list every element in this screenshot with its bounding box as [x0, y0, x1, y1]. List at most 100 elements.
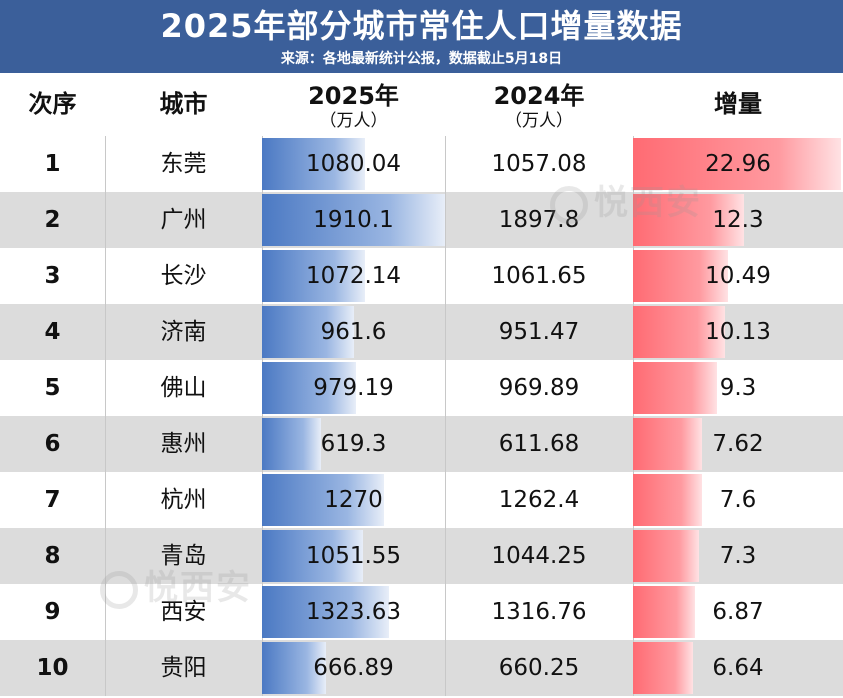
rank-cell: 2	[44, 207, 61, 233]
value-2024-label: 1057.08	[491, 151, 587, 177]
column-divider	[105, 304, 106, 360]
city-cell: 惠州	[160, 431, 207, 457]
bar-increase	[633, 306, 725, 358]
value-2025-label: 1270	[324, 487, 383, 513]
value-2025-label: 666.89	[313, 655, 394, 681]
column-divider	[445, 360, 446, 416]
watermark-logo-icon	[550, 185, 588, 224]
value-2025-label: 1080.04	[305, 151, 402, 177]
table-row: 7 杭州 1270 1262.4 7.6	[0, 472, 843, 528]
header-rank: 次序	[28, 90, 77, 118]
bar-2025	[262, 418, 321, 470]
column-divider	[105, 248, 106, 304]
bar-2025	[262, 250, 365, 302]
column-divider	[105, 472, 106, 528]
bar-increase	[633, 642, 693, 694]
title-banner: 2025年部分城市常住人口增量数据 来源：各地最新统计公报，数据截止5月18日	[0, 0, 843, 73]
bar-increase	[633, 362, 717, 414]
column-divider	[105, 360, 106, 416]
bar-increase	[633, 586, 695, 638]
watermark-top: 悦西安	[550, 175, 702, 224]
column-divider	[105, 136, 106, 192]
watermark-text: 悦西安	[144, 568, 252, 608]
value-2024-label: 660.25	[498, 655, 580, 681]
bar-increase	[633, 474, 702, 526]
column-divider	[105, 192, 106, 248]
bar-2025	[262, 362, 356, 414]
rank-cell: 4	[44, 319, 61, 345]
watermark-bottom: 悦西安	[100, 560, 252, 609]
bar-2025	[262, 530, 363, 582]
increase-label: 6.64	[712, 655, 764, 681]
bar-2025	[262, 586, 389, 638]
header-2025-label: 2025年	[308, 82, 399, 110]
value-2025-label: 1910.1	[313, 207, 394, 233]
city-cell: 贵阳	[160, 655, 207, 681]
chart-title: 2025年部分城市常住人口增量数据	[160, 7, 683, 45]
value-2025-label: 619.3	[320, 431, 387, 457]
city-cell: 长沙	[160, 263, 207, 289]
column-divider	[445, 136, 446, 192]
city-cell: 西安	[160, 599, 207, 625]
bar-increase	[633, 250, 728, 302]
header-2024-unit: （万人）	[505, 111, 573, 131]
watermark-text: 悦西安	[594, 183, 702, 223]
header-2024: 2024年 （万人）	[445, 73, 633, 136]
column-divider	[445, 640, 446, 696]
bar-increase	[633, 530, 699, 582]
city-cell: 佛山	[160, 375, 207, 401]
value-2024-label: 1262.4	[498, 487, 580, 513]
rank-cell: 1	[44, 151, 61, 177]
table-row: 5 佛山 979.19 969.89 9.3	[0, 360, 843, 416]
header-2024-label: 2024年	[493, 82, 585, 110]
bar-increase	[633, 138, 841, 190]
header-city: 城市	[159, 90, 208, 118]
column-divider	[445, 472, 446, 528]
city-cell: 杭州	[160, 487, 207, 513]
header-2025-unit: （万人）	[319, 111, 388, 131]
table-header: 次序 城市 2025年 （万人） 2024年 （万人） 增量	[0, 73, 843, 136]
value-2025-label: 979.19	[313, 375, 394, 401]
table-row: 9 西安 1323.63 1316.76 6.87	[0, 584, 843, 640]
increase-label: 7.3	[719, 543, 757, 569]
table-row: 6 惠州 619.3 611.68 7.62	[0, 416, 843, 472]
bar-2025	[262, 194, 445, 246]
header-increase: 增量	[714, 90, 762, 118]
header-2025: 2025年 （万人）	[262, 73, 445, 136]
table-row: 2 广州 1910.1 1897.8 12.3	[0, 192, 843, 248]
city-cell: 东莞	[160, 151, 207, 177]
value-2025-label: 961.6	[320, 319, 387, 345]
rank-cell: 7	[44, 487, 61, 513]
rank-cell: 5	[44, 375, 61, 401]
city-cell: 广州	[160, 207, 207, 233]
increase-label: 7.6	[719, 487, 757, 513]
city-cell: 青岛	[160, 543, 207, 569]
bar-increase	[633, 194, 744, 246]
value-2024-label: 1044.25	[491, 543, 587, 569]
column-divider	[445, 304, 446, 360]
value-2025-label: 1072.14	[305, 263, 402, 289]
value-2025-label: 1051.55	[305, 543, 402, 569]
table-row: 10 贵阳 666.89 660.25 6.64	[0, 640, 843, 696]
value-2024-label: 969.89	[498, 375, 580, 401]
bar-2025	[262, 642, 326, 694]
bar-2025	[262, 474, 384, 526]
watermark-logo-icon	[100, 570, 138, 609]
value-2024-label: 951.47	[498, 319, 580, 345]
rank-cell: 9	[44, 599, 61, 625]
bar-2025	[262, 138, 365, 190]
increase-label: 10.13	[705, 319, 771, 345]
rank-cell: 6	[44, 431, 61, 457]
column-divider	[105, 584, 106, 640]
table-row: 1 东莞 1080.04 1057.08 22.96	[0, 136, 843, 192]
table-row: 4 济南 961.6 951.47 10.13	[0, 304, 843, 360]
column-divider	[445, 416, 446, 472]
chart-subtitle: 来源：各地最新统计公报，数据截止5月18日	[280, 51, 563, 67]
bar-2025	[262, 306, 354, 358]
increase-label: 6.87	[712, 599, 764, 625]
column-divider	[445, 248, 446, 304]
column-divider	[105, 416, 106, 472]
column-divider	[105, 640, 106, 696]
table-row: 3 长沙 1072.14 1061.65 10.49	[0, 248, 843, 304]
table-row: 8 青岛 1051.55 1044.25 7.3	[0, 528, 843, 584]
